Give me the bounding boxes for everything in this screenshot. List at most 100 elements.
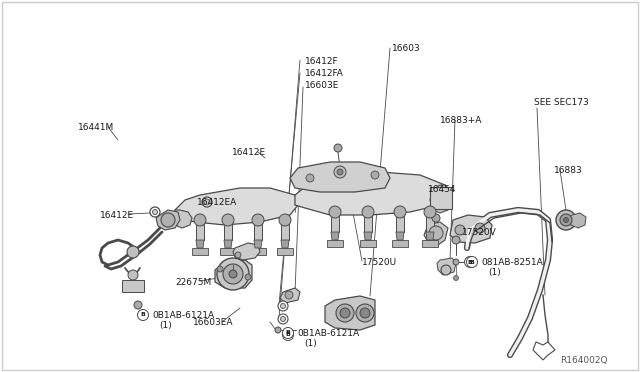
Text: 16603: 16603 [392,44,420,53]
Bar [281,218,289,240]
Bar [364,210,372,232]
Polygon shape [156,210,180,230]
Circle shape [424,206,436,218]
Text: 17520U: 17520U [362,258,397,267]
Circle shape [245,274,251,280]
Text: 16412EA: 16412EA [197,198,237,207]
Circle shape [282,330,294,340]
Circle shape [362,206,374,218]
Circle shape [152,209,157,215]
Bar [392,240,408,247]
Circle shape [235,252,241,258]
Circle shape [453,259,459,265]
Polygon shape [290,162,390,192]
Circle shape [360,308,370,318]
Text: 081AB-8251A: 081AB-8251A [481,258,543,267]
Circle shape [138,310,148,321]
Text: B: B [468,260,472,264]
Bar [192,248,208,255]
Circle shape [340,308,350,318]
Text: (1): (1) [304,339,317,348]
Circle shape [454,276,458,280]
Circle shape [475,223,485,233]
Text: R164002Q: R164002Q [560,356,607,365]
Text: 0B1AB-6121A: 0B1AB-6121A [297,329,359,338]
Circle shape [217,258,249,290]
Circle shape [279,214,291,226]
Polygon shape [437,258,456,275]
Text: B: B [285,333,291,337]
Circle shape [150,207,160,217]
Bar [196,218,204,240]
Text: 16412FA: 16412FA [305,69,344,78]
Polygon shape [281,240,289,248]
Bar [430,187,452,209]
Text: 16454: 16454 [428,185,456,194]
Text: (1): (1) [159,321,172,330]
Text: 0B1AB-6121A: 0B1AB-6121A [152,311,214,320]
Circle shape [278,314,288,324]
Circle shape [222,214,234,226]
Circle shape [337,169,343,175]
Circle shape [336,304,354,322]
Bar [331,210,339,232]
Bar [220,248,236,255]
Polygon shape [331,232,339,240]
Circle shape [285,291,293,299]
Circle shape [282,327,294,339]
Circle shape [560,214,572,226]
Text: 16603E: 16603E [305,81,339,90]
Circle shape [394,206,406,218]
Circle shape [441,265,451,275]
Text: 16412E: 16412E [232,148,266,157]
Circle shape [452,236,460,244]
Circle shape [371,171,379,179]
Circle shape [223,264,243,284]
Text: 16412E: 16412E [100,211,134,220]
Text: 16883+A: 16883+A [440,116,483,125]
Circle shape [334,166,346,178]
Circle shape [229,270,237,278]
Circle shape [161,213,175,227]
Polygon shape [364,232,372,240]
Text: B: B [141,312,145,317]
Text: SEE SEC173: SEE SEC173 [534,98,589,107]
Text: 17520V: 17520V [462,228,497,237]
Polygon shape [215,260,252,288]
Circle shape [134,301,142,309]
Circle shape [429,226,443,240]
Bar [277,248,293,255]
Circle shape [556,210,576,230]
Bar [224,218,232,240]
Polygon shape [172,210,192,228]
Circle shape [467,257,477,267]
Polygon shape [450,215,492,243]
Text: B: B [285,330,291,336]
Polygon shape [254,240,262,248]
Circle shape [252,214,264,226]
Polygon shape [224,240,232,248]
Bar [396,210,404,232]
Polygon shape [280,288,300,303]
Circle shape [275,327,281,333]
Circle shape [306,174,314,182]
Circle shape [278,301,288,311]
Bar [422,240,438,247]
Text: (1): (1) [488,268,500,277]
Bar [426,210,434,232]
Polygon shape [424,222,448,245]
Circle shape [128,270,138,280]
Text: 16441M: 16441M [78,123,115,132]
Bar [122,280,144,292]
Polygon shape [325,296,375,330]
Bar [250,248,266,255]
Circle shape [202,197,212,207]
Circle shape [280,317,285,321]
Bar [254,218,262,240]
Circle shape [194,214,206,226]
Circle shape [563,218,568,222]
Circle shape [334,144,342,152]
Circle shape [432,214,440,222]
Polygon shape [533,342,555,360]
Polygon shape [430,185,452,213]
